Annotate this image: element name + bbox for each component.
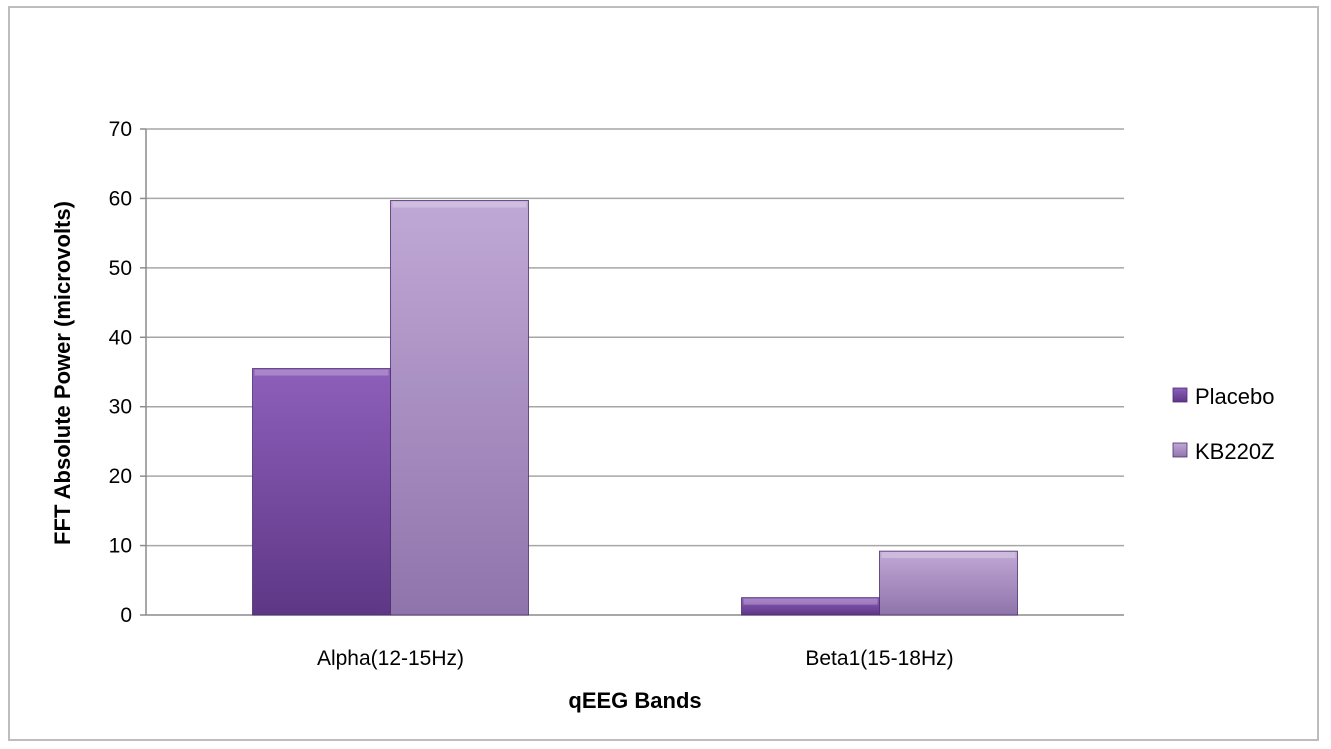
legend-swatch-placebo — [1172, 387, 1188, 403]
bar-highlight — [254, 369, 389, 376]
y-tick-label: 10 — [109, 535, 132, 558]
y-tick-label: 40 — [109, 326, 132, 349]
y-tick-label: 60 — [109, 187, 132, 210]
legend-label-placebo: Placebo — [1195, 384, 1275, 409]
bar-kb220z-0 — [390, 200, 529, 616]
bar-highlight — [743, 598, 878, 605]
bar-kb220z-1 — [879, 550, 1018, 616]
y-tick-label: 0 — [120, 604, 132, 627]
legend-label-kb220z: KB220Z — [1195, 439, 1275, 464]
y-tick-label: 70 — [109, 118, 132, 141]
legend-swatch-kb220z — [1172, 442, 1188, 458]
bar-highlight — [881, 552, 1016, 559]
y-tick-label: 50 — [109, 257, 132, 280]
y-axis-ticks: 0 10 20 30 40 50 60 70 — [109, 118, 132, 627]
x-axis-ticks: Alpha(12-15Hz) Beta1(15-18Hz) — [317, 647, 954, 670]
y-tick-label: 30 — [109, 396, 132, 419]
bar-highlight — [392, 201, 527, 208]
bar-placebo-0 — [252, 368, 391, 616]
bars — [252, 200, 1018, 616]
x-tick-label: Alpha(12-15Hz) — [317, 647, 464, 670]
x-tick-label: Beta1(15-18Hz) — [805, 647, 953, 670]
y-tick-label: 20 — [109, 465, 132, 488]
x-axis-title: qEEG Bands — [568, 688, 701, 713]
y-axis-title: FFT Absolute Power (microvolts) — [50, 201, 75, 545]
legend: Placebo KB220Z — [1172, 384, 1275, 464]
